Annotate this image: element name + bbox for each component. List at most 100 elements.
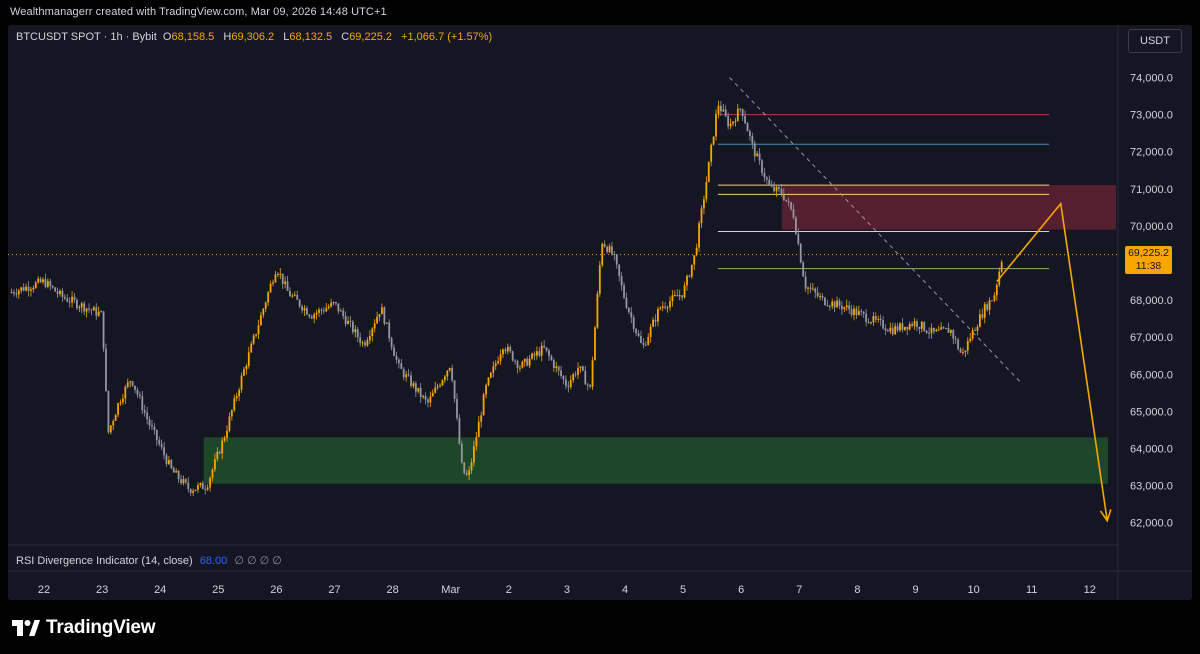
candle-body-147	[364, 342, 366, 346]
candle-body-311	[761, 160, 763, 173]
candle-body-81	[204, 489, 207, 491]
candle-body-28	[76, 299, 78, 309]
candle-body-12	[37, 278, 40, 283]
candle-body-258	[632, 317, 635, 329]
candle-body-76	[192, 490, 195, 494]
candle-body-236	[579, 366, 582, 368]
candle-body-276	[676, 294, 679, 297]
candle-body-105	[262, 308, 265, 316]
candle-body-338	[826, 304, 829, 306]
price-chart[interactable]: 74,000.0 73,000.0 72,000.0 71,000.0 70,000.0…	[8, 25, 1192, 600]
candle-body-39	[102, 311, 105, 349]
candle-body-279	[683, 285, 686, 298]
candle-body-99	[247, 352, 250, 367]
candle-body-117	[291, 295, 294, 297]
candle-body-167	[412, 383, 415, 387]
candle-body-326	[797, 234, 800, 244]
symbol-name[interactable]: BTCUSDT SPOT · 1h · Bybit	[16, 31, 157, 43]
projection-path[interactable]	[996, 201, 1109, 521]
candle-body-58	[148, 419, 151, 426]
candle-body-152	[376, 316, 379, 324]
candle-body-384	[937, 329, 940, 331]
candle-body-175	[431, 392, 434, 397]
candle-body-191	[470, 462, 473, 471]
candle-body-2	[13, 291, 15, 294]
candle-body-131	[325, 308, 328, 312]
candle-body-108	[269, 283, 272, 293]
candle-body-387	[945, 328, 947, 330]
candle-body-127	[315, 312, 318, 315]
bar-countdown: 11:38	[1135, 260, 1162, 272]
candle-body-287	[703, 199, 705, 209]
candle-body-344	[841, 305, 843, 310]
y-tick-label-7: 67,000.0	[1130, 332, 1173, 344]
candle-body-33	[88, 308, 90, 310]
candle-body-184	[453, 380, 456, 399]
candle-body-142	[351, 321, 354, 333]
candle-body-385	[940, 327, 943, 330]
candle-body-239	[586, 384, 589, 386]
y-tick-label-10: 64,000.0	[1130, 444, 1173, 456]
candle-body-405	[988, 300, 991, 310]
candle-body-73	[184, 479, 187, 483]
candle-body-368	[899, 323, 901, 331]
candle-body-289	[707, 161, 710, 183]
candle-body-24	[66, 298, 69, 302]
support-zone[interactable]	[203, 437, 1108, 484]
candle-body-272	[666, 307, 669, 309]
candle-body-122	[303, 308, 306, 311]
candle-body-310	[758, 153, 761, 161]
candle-body-32	[85, 308, 88, 312]
candle-body-164	[405, 374, 408, 378]
candle-body-188	[463, 462, 466, 474]
candle-body-346	[845, 305, 848, 308]
candle-body-375	[916, 321, 918, 328]
candle-body-262	[642, 342, 645, 345]
rsi-label[interactable]: RSI Divergence Indicator (14, close)	[16, 555, 193, 567]
candle-body-158	[390, 338, 393, 348]
candle-body-216	[531, 353, 533, 359]
trendline[interactable]	[729, 77, 1021, 383]
candle-body-91	[228, 416, 231, 431]
candle-body-63	[160, 444, 163, 448]
candle-body-77	[194, 489, 197, 491]
candle-body-379	[925, 330, 928, 333]
candle-body-351	[857, 311, 860, 316]
candle-body-332	[811, 288, 814, 290]
candle-body-48	[124, 386, 127, 399]
candle-body-203	[499, 354, 502, 361]
candle-body-366	[894, 326, 897, 335]
candle-body-234	[574, 374, 577, 376]
candle-body-186	[458, 418, 461, 444]
candle-body-140	[347, 320, 349, 325]
candle-body-66	[168, 460, 170, 465]
tradingview-logo[interactable]: TradingView	[12, 617, 156, 639]
candle-body-394	[962, 351, 964, 353]
change-value: +1,066.7 (+1.57%)	[401, 31, 493, 43]
resistance-zone[interactable]	[781, 185, 1116, 230]
candle-body-72	[182, 479, 185, 484]
candle-body-10	[32, 287, 35, 290]
y-tick-label-4: 71,000.0	[1130, 184, 1173, 196]
candle-body-293	[717, 105, 720, 114]
chart-frame[interactable]: 74,000.0 73,000.0 72,000.0 71,000.0 70,000.0…	[8, 25, 1192, 600]
candle-body-29	[78, 307, 81, 309]
close-value: 69,225.2	[349, 31, 393, 43]
candle-body-78	[197, 485, 199, 490]
candle-body-371	[906, 326, 909, 330]
currency-button[interactable]: USDT	[1128, 29, 1182, 53]
candle-body-103	[257, 325, 260, 335]
candle-body-317	[775, 186, 778, 192]
candle-body-65	[165, 455, 168, 465]
candle-body-174	[429, 396, 432, 403]
rsi-legend[interactable]: RSI Divergence Indicator (14, close) 68.…	[16, 554, 282, 567]
candle-body-126	[313, 314, 316, 319]
candle-body-231	[567, 385, 570, 387]
candle-body-37	[97, 311, 100, 316]
candle-body-407	[993, 295, 996, 301]
candle-body-389	[949, 330, 952, 333]
candle-body-370	[903, 326, 906, 330]
candle-body-64	[163, 447, 165, 456]
candle-body-30	[80, 303, 83, 308]
candle-body-134	[332, 302, 335, 304]
